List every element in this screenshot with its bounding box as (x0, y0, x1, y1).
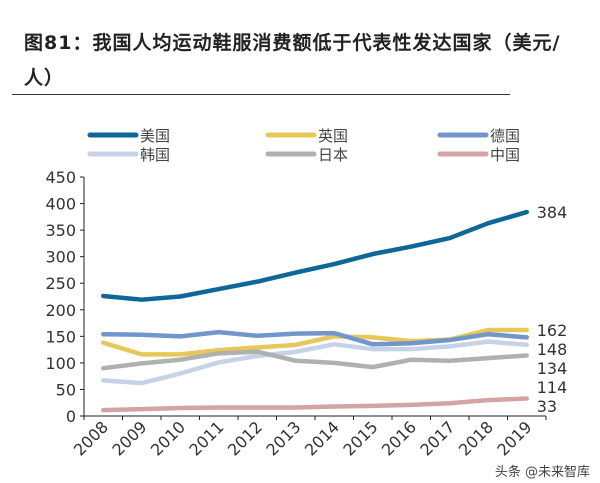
legend-label: 韩国 (140, 146, 170, 164)
data-label: 162 (537, 321, 568, 340)
y-tick-label: 150 (45, 327, 76, 346)
series-line-日本 (101, 349, 529, 371)
x-tick-label: 2017 (416, 417, 458, 459)
legend-label: 德国 (490, 127, 520, 145)
y-tick-label: 300 (45, 248, 76, 267)
x-tick-label: 2010 (147, 417, 189, 459)
series-line-韩国 (101, 339, 529, 386)
series-line-美国 (101, 209, 529, 302)
data-label: 33 (537, 397, 557, 416)
y-tick-label: 450 (45, 168, 76, 187)
x-tick-label: 2015 (339, 417, 381, 459)
y-tick-label: 200 (45, 301, 76, 320)
y-tick-label: 350 (45, 221, 76, 240)
legend-item: 日本 (265, 146, 348, 164)
legend-item: 韩国 (87, 146, 170, 164)
x-tick-label: 2013 (262, 417, 304, 459)
legend-label: 英国 (318, 127, 348, 145)
y-tick-label: 0 (66, 407, 76, 426)
series-line-德国 (101, 329, 529, 347)
x-tick-label: 2012 (224, 417, 266, 459)
x-tick-label: 2018 (455, 417, 497, 459)
data-label: 114 (537, 378, 568, 397)
series-line-中国 (101, 396, 529, 413)
data-label: 134 (537, 359, 568, 378)
y-tick-label: 250 (45, 274, 76, 293)
x-tick-label: 2016 (378, 417, 420, 459)
legend-item: 中国 (437, 146, 520, 164)
watermark: 头条 @未来智库 (494, 465, 590, 480)
legend-item: 美国 (87, 127, 170, 145)
legend-item: 德国 (437, 127, 520, 145)
legend-label: 美国 (140, 127, 170, 145)
x-tick-label: 2011 (185, 417, 227, 459)
chart-title: 图81：我国人均运动鞋服消费额低于代表性发达国家（美元/人） (24, 32, 561, 89)
y-tick-label: 400 (45, 195, 76, 214)
title-divider (12, 94, 510, 95)
x-tick-label: 2014 (301, 417, 343, 459)
legend-label: 中国 (490, 146, 520, 164)
x-tick-label: 2008 (70, 417, 112, 459)
legend-item: 英国 (265, 127, 348, 145)
x-tick-label: 2009 (108, 417, 150, 459)
y-tick-label: 100 (45, 354, 76, 373)
data-label: 384 (537, 203, 568, 222)
x-tick-label: 2019 (493, 417, 535, 459)
y-tick-label: 50 (56, 380, 76, 399)
legend-label: 日本 (318, 146, 348, 164)
data-label: 148 (537, 340, 568, 359)
